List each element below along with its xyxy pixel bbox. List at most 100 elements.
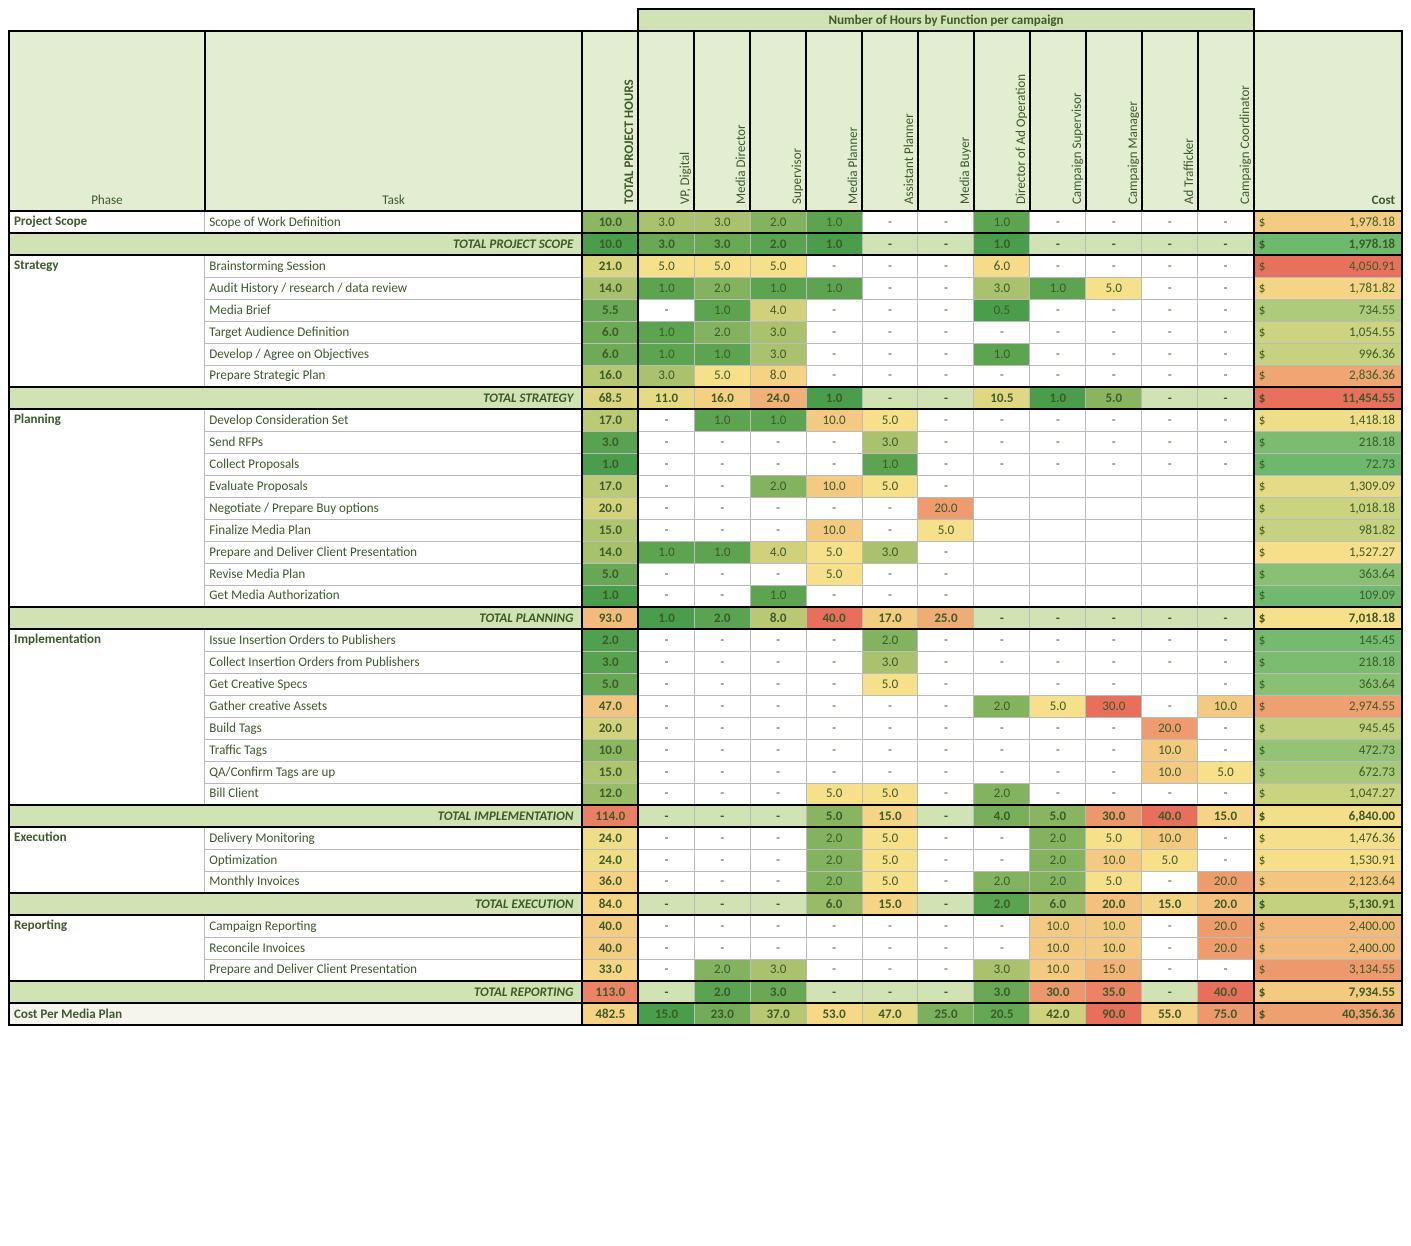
hours-cell: -	[806, 651, 862, 673]
table-row: Monthly Invoices36.0---2.05.0-2.02.05.0-…	[9, 871, 1402, 893]
hours-cell: 5.0	[1030, 695, 1086, 717]
hours-cell: -	[694, 475, 750, 497]
task-cell: Gather creative Assets	[205, 695, 583, 717]
currency-symbol: $	[1254, 475, 1276, 497]
hours-cell: 2.0	[694, 607, 750, 629]
hours-cell: -	[1086, 431, 1142, 453]
phase-cell	[9, 959, 205, 981]
currency-symbol: $	[1254, 849, 1276, 871]
hours-cell: -	[862, 321, 918, 343]
hours-cell: -	[638, 739, 694, 761]
col-phase: Phase	[9, 31, 205, 211]
hours-cell: 2.0	[974, 871, 1030, 893]
hours-cell: 8.0	[750, 607, 806, 629]
hours-cell: 33.0	[582, 959, 638, 981]
hours-cell: -	[1086, 629, 1142, 651]
hours-cell: 20.0	[582, 717, 638, 739]
hours-cell: -	[918, 387, 974, 409]
hours-cell: -	[1142, 959, 1198, 981]
hours-cell: 1.0	[974, 211, 1030, 233]
hours-cell: 30.0	[1086, 805, 1142, 827]
cost-cell: 672.73	[1276, 761, 1402, 783]
hours-cell: -	[862, 343, 918, 365]
total-label: TOTAL STRATEGY	[9, 387, 582, 409]
section-total-row: TOTAL STRATEGY68.511.016.024.01.0--10.51…	[9, 387, 1402, 409]
col-task: Task	[205, 31, 583, 211]
currency-symbol: $	[1254, 651, 1276, 673]
cost-cell: 1,527.27	[1276, 541, 1402, 563]
hours-cell: -	[694, 431, 750, 453]
hours-cell: -	[974, 937, 1030, 959]
table-row: Get Media Authorization1.0--1.0---$109.0…	[9, 585, 1402, 607]
hours-cell: 10.0	[1086, 849, 1142, 871]
hours-cell: -	[1086, 739, 1142, 761]
currency-symbol: $	[1254, 673, 1276, 695]
hours-cell: -	[862, 959, 918, 981]
hours-cell: -	[918, 629, 974, 651]
phase-cell	[9, 937, 205, 959]
hours-cell: -	[750, 761, 806, 783]
hours-cell: 2.0	[862, 629, 918, 651]
hours-cell: -	[806, 673, 862, 695]
total-label: TOTAL IMPLEMENTATION	[9, 805, 582, 827]
hours-cell: -	[1030, 717, 1086, 739]
hours-cell: 55.0	[1142, 1003, 1198, 1025]
hours-cell: -	[1198, 277, 1254, 299]
hours-cell: -	[918, 695, 974, 717]
hours-cell	[1086, 563, 1142, 585]
hours-cell: 1.0	[638, 277, 694, 299]
hours-cell: 11.0	[638, 387, 694, 409]
hours-cell	[1198, 563, 1254, 585]
hours-cell: 17.0	[862, 607, 918, 629]
task-cell: Media Brief	[205, 299, 583, 321]
hours-cell: -	[918, 541, 974, 563]
hours-cell: 5.0	[862, 827, 918, 849]
hours-cell: 2.0	[1030, 827, 1086, 849]
hours-cell: 3.0	[694, 211, 750, 233]
hours-cell	[974, 475, 1030, 497]
hours-cell: -	[806, 717, 862, 739]
hours-cell: -	[694, 761, 750, 783]
hours-cell	[1030, 519, 1086, 541]
hours-cell: -	[862, 255, 918, 277]
hours-cell: -	[974, 607, 1030, 629]
hours-cell: -	[638, 673, 694, 695]
phase-cell	[9, 563, 205, 585]
hours-cell: 6.0	[806, 893, 862, 915]
cost-cell: 472.73	[1276, 739, 1402, 761]
hours-cell: 1.0	[806, 211, 862, 233]
hours-cell: -	[1142, 255, 1198, 277]
hours-cell: -	[918, 277, 974, 299]
hours-cell: -	[1198, 453, 1254, 475]
hours-cell: 3.0	[974, 981, 1030, 1003]
hours-cell: -	[1142, 343, 1198, 365]
hours-cost-table: Number of Hours by Function per campaign…	[8, 8, 1403, 1026]
hours-cell	[974, 497, 1030, 519]
hours-cell: -	[638, 805, 694, 827]
task-cell: Monthly Invoices	[205, 871, 583, 893]
currency-symbol: $	[1254, 1003, 1276, 1025]
currency-symbol: $	[1254, 959, 1276, 981]
hours-cell: -	[862, 365, 918, 387]
hours-cell: 2.0	[750, 475, 806, 497]
col-fn-11: Campaign Coordinator	[1198, 31, 1254, 211]
hours-cell: -	[1142, 387, 1198, 409]
hours-cell: -	[1030, 409, 1086, 431]
hours-cell: 4.0	[750, 541, 806, 563]
hours-cell: -	[1198, 849, 1254, 871]
phase-cell	[9, 343, 205, 365]
hours-cell: -	[1198, 343, 1254, 365]
total-label: TOTAL EXECUTION	[9, 893, 582, 915]
phase-cell	[9, 475, 205, 497]
hours-cell: 5.0	[1142, 849, 1198, 871]
hours-cell	[1030, 563, 1086, 585]
col-fn-6: Media Buyer	[918, 31, 974, 211]
hours-cell: -	[862, 563, 918, 585]
hours-cell: -	[638, 937, 694, 959]
cost-cell: 218.18	[1276, 651, 1402, 673]
hours-cell: 93.0	[582, 607, 638, 629]
table-row: Revise Media Plan5.0---5.0--$363.64	[9, 563, 1402, 585]
hours-cell: 25.0	[918, 607, 974, 629]
hours-cell: -	[918, 849, 974, 871]
hours-cell	[1142, 475, 1198, 497]
